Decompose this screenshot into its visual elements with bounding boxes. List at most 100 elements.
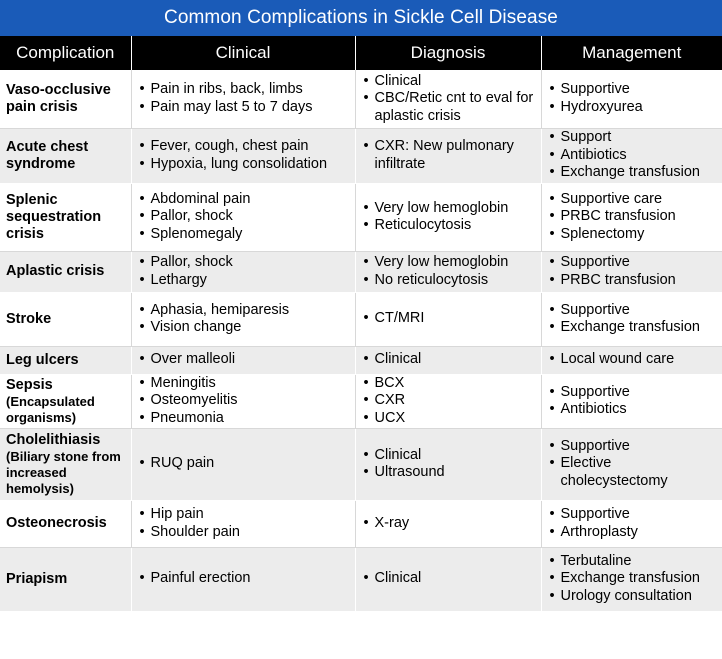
clinical-item: Shoulder pain	[139, 524, 355, 542]
diagnosis-cell: X-ray	[355, 500, 542, 548]
clinical-cell: Pallor, shockLethargy	[131, 251, 356, 293]
header-clinical: Clinical	[131, 36, 356, 70]
management-item: Exchange transfusion	[549, 164, 722, 182]
complication-cell: Splenic sequestration crisis	[0, 183, 132, 252]
management-cell: SupportiveExchange transfusion	[541, 292, 722, 347]
clinical-list: Abdominal painPallor, shockSplenomegaly	[139, 191, 355, 244]
management-item: Local wound care	[549, 351, 722, 369]
management-cell: SupportiveElective cholecystectomy	[541, 428, 722, 501]
management-cell: Local wound care	[541, 346, 722, 375]
complication-name: Leg ulcers	[6, 351, 79, 368]
management-item: Exchange transfusion	[549, 319, 722, 337]
management-item: Support	[549, 129, 722, 147]
diagnosis-cell: Clinical	[355, 547, 542, 612]
management-item: Supportive	[549, 81, 722, 99]
diagnosis-item: BCX	[363, 375, 541, 393]
management-item: Antibiotics	[549, 147, 722, 165]
complication-name: Aplastic crisis	[6, 263, 105, 279]
clinical-item: Fever, cough, chest pain	[139, 138, 355, 156]
complication-cell: Vaso-occlusive pain crisis	[0, 70, 132, 129]
clinical-item: Vision change	[139, 319, 355, 337]
diagnosis-list: Clinical	[363, 570, 541, 588]
clinical-item: Pain in ribs, back, limbs	[139, 81, 355, 99]
management-cell: SupportiveAntibiotics	[541, 374, 722, 429]
diagnosis-item: No reticulocytosis	[363, 272, 541, 290]
management-list: TerbutalineExchange transfusionUrology c…	[549, 553, 722, 606]
complication-name: Osteonecrosis	[6, 515, 107, 531]
clinical-list: Hip painShoulder pain	[139, 506, 355, 541]
table-row: Acute chest syndrome Fever, cough, chest …	[0, 128, 722, 184]
table-row: Osteonecrosis Hip painShoulder pain X-ray S…	[0, 500, 722, 548]
diagnosis-item: X-ray	[363, 515, 541, 533]
diagnosis-cell: Very low hemoglobinNo reticulocytosis	[355, 251, 542, 293]
diagnosis-cell: Very low hemoglobinReticulocytosis	[355, 183, 542, 252]
clinical-item: Pain may last 5 to 7 days	[139, 99, 355, 117]
clinical-item: Aphasia, hemiparesis	[139, 302, 355, 320]
clinical-list: Fever, cough, chest painHypoxia, lung co…	[139, 138, 355, 173]
diagnosis-item: Clinical	[363, 447, 541, 465]
header-diagnosis: Diagnosis	[355, 36, 542, 70]
diagnosis-list: CT/MRI	[363, 310, 541, 328]
diagnosis-cell: ClinicalCBC/Retic cnt to eval for aplast…	[355, 70, 542, 129]
complication-cell: Acute chest syndrome	[0, 128, 132, 184]
management-item: Antibiotics	[549, 401, 722, 419]
complication-note: (Encapsulated organisms)	[6, 393, 95, 425]
table-row: Sepsis(Encapsulated organisms) Meningitis…	[0, 374, 722, 429]
clinical-item: Over malleoli	[139, 351, 355, 369]
complication-name: Priapism	[6, 570, 68, 587]
clinical-cell: RUQ pain	[131, 428, 356, 501]
diagnosis-item: Very low hemoglobin	[363, 254, 541, 272]
table-row: Aplastic crisisPallor, shockLethargyVery…	[0, 251, 722, 293]
diagnosis-cell: CXR: New pulmonary infiltrate	[355, 128, 542, 184]
clinical-item: Painful erection	[139, 570, 355, 588]
management-item: Supportive	[549, 254, 722, 272]
management-item: Supportive care	[549, 191, 722, 209]
diagnosis-list: X-ray	[363, 515, 541, 533]
header-management: Management	[541, 36, 722, 70]
clinical-list: Pain in ribs, back, limbsPain may last 5…	[139, 81, 355, 116]
management-item: Arthroplasty	[549, 524, 722, 542]
diagnosis-cell: BCXCXRUCX	[355, 374, 542, 429]
management-list: SupportivePRBC transfusion	[549, 254, 722, 289]
management-cell: Supportive carePRBC transfusionSplenecto…	[541, 183, 722, 252]
clinical-list: MeningitisOsteomyelitisPneumonia	[139, 375, 355, 428]
management-list: Local wound care	[549, 351, 722, 369]
management-list: SupportiveAntibiotics	[549, 384, 722, 419]
clinical-cell: Abdominal painPallor, shockSplenomegaly	[131, 183, 356, 252]
management-cell: SupportivePRBC transfusion	[541, 251, 722, 293]
complication-name: Sepsis	[6, 376, 53, 393]
diagnosis-cell: ClinicalUltrasound	[355, 428, 542, 501]
clinical-item: Hypoxia, lung consolidation	[139, 156, 355, 174]
diagnosis-item: CBC/Retic cnt to eval for aplastic crisi…	[363, 90, 541, 125]
management-item: Supportive	[549, 438, 722, 456]
complication-name: Vaso-occlusive pain crisis	[6, 81, 111, 115]
management-list: SupportiveArthroplasty	[549, 506, 722, 541]
table-title: Common Complications in Sickle Cell Dise…	[0, 0, 722, 36]
management-list: SupportiveHydroxyurea	[549, 81, 722, 116]
clinical-item: Splenomegaly	[139, 226, 355, 244]
management-item: Supportive	[549, 302, 722, 320]
table-row: Priapism Painful erection Clinical Terbutal…	[0, 547, 722, 612]
management-item: Splenectomy	[549, 226, 722, 244]
diagnosis-cell: Clinical	[355, 346, 542, 375]
management-item: Supportive	[549, 384, 722, 402]
complication-name: Stroke	[6, 310, 52, 327]
complication-cell: Leg ulcers	[0, 346, 132, 375]
clinical-list: Over malleoli	[139, 351, 355, 369]
complication-cell: Osteonecrosis	[0, 500, 132, 548]
management-list: SupportiveElective cholecystectomy	[549, 438, 722, 491]
complication-cell: Aplastic crisis	[0, 251, 132, 293]
management-item: PRBC transfusion	[549, 272, 722, 290]
diagnosis-item: CT/MRI	[363, 310, 541, 328]
complication-cell: Stroke	[0, 292, 132, 347]
management-item: Elective cholecystectomy	[549, 455, 722, 490]
clinical-list: Aphasia, hemiparesisVision change	[139, 302, 355, 337]
clinical-item: Pallor, shock	[139, 208, 355, 226]
clinical-list: RUQ pain	[139, 455, 355, 473]
complication-cell: Priapism	[0, 547, 132, 612]
clinical-item: Pneumonia	[139, 410, 355, 428]
table-row: Vaso-occlusive pain crisis Pain in ribs, …	[0, 70, 722, 129]
management-item: PRBC transfusion	[549, 208, 722, 226]
table-row: Stroke Aphasia, hemiparesisVision change C…	[0, 292, 722, 347]
